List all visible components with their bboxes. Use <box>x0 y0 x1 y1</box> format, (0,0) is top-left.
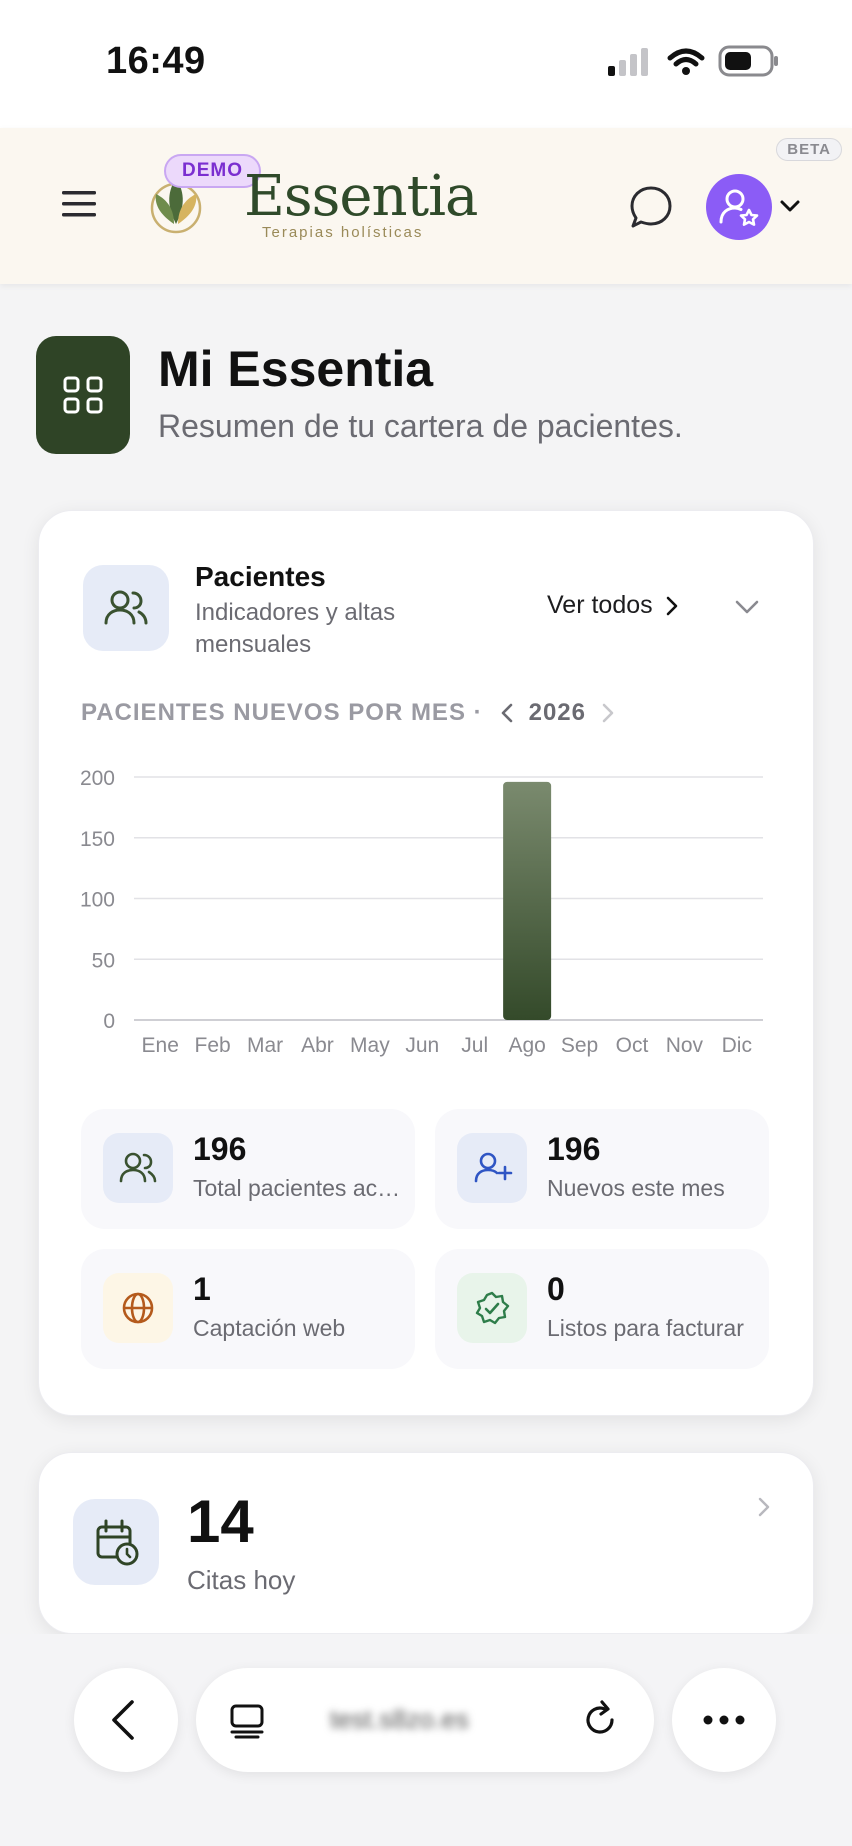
user-star-icon <box>719 189 759 226</box>
avatar[interactable] <box>706 174 772 240</box>
user-plus-icon <box>457 1133 527 1203</box>
calendar-clock-icon <box>73 1499 159 1585</box>
view-all-link[interactable]: Ver todos <box>547 591 681 620</box>
x-tick-label: May <box>350 1034 390 1057</box>
stat-web-leads[interactable]: 1 Captación web <box>81 1249 415 1369</box>
y-tick-label: 50 <box>92 949 115 972</box>
brand-name: Essentia <box>244 164 478 229</box>
y-tick-label: 100 <box>80 889 115 912</box>
stat-label: Total pacientes activos <box>193 1175 405 1201</box>
stat-new-this-month[interactable]: 196 Nuevos este mes <box>435 1109 769 1229</box>
x-tick-label: Sep <box>561 1034 598 1057</box>
x-tick-label: Dic <box>722 1034 752 1057</box>
patients-per-month-chart: 0 50 100 150 200 Ene Feb Mar Abr May Jun Jul Ago Sep… <box>80 767 763 1057</box>
x-tick-label: Oct <box>616 1034 649 1057</box>
x-tick-label: Abr <box>301 1034 334 1057</box>
appointments-label: Citas hoy <box>187 1565 296 1595</box>
users-icon <box>83 565 169 651</box>
wifi-icon <box>666 46 706 78</box>
appointments-count: 14 <box>187 1488 254 1555</box>
chart-year: 2026 <box>528 699 586 726</box>
more-dots-icon <box>703 1715 745 1725</box>
users-icon <box>103 1133 173 1203</box>
page-title: Mi Essentia <box>158 341 434 397</box>
collapse-button[interactable] <box>729 591 765 623</box>
stat-value: 196 <box>193 1131 247 1167</box>
status-bar: 16:49 <box>0 0 852 128</box>
patients-card: Pacientes Indicadores y altas mensuales … <box>38 510 814 1416</box>
stat-value: 196 <box>547 1131 601 1167</box>
x-tick-label: Mar <box>247 1034 283 1057</box>
stat-label: Captación web <box>193 1315 346 1341</box>
y-tick-label: 200 <box>80 767 115 790</box>
beta-badge: BETA <box>776 138 842 161</box>
y-tick-label: 150 <box>80 828 115 851</box>
stat-label: Listos para facturar <box>547 1315 744 1341</box>
menu-icon[interactable] <box>60 188 98 220</box>
stat-total-patients[interactable]: 196 Total pacientes activos <box>81 1109 415 1229</box>
chevron-down-icon <box>735 600 759 614</box>
app-header: BETA DEMO Essentia Terapias holísticas <box>0 128 852 284</box>
chevron-right-icon <box>666 596 677 615</box>
url-text: test.s8zo.es <box>330 1704 469 1734</box>
chat-icon[interactable] <box>628 184 674 230</box>
x-tick-label: Jun <box>405 1034 439 1057</box>
next-year-button[interactable] <box>600 702 616 724</box>
chevron-left-icon <box>112 1700 134 1740</box>
stat-value: 0 <box>547 1271 565 1307</box>
page-subtitle: Resumen de tu cartera de pacientes. <box>158 408 683 444</box>
chevron-right-icon <box>755 1495 773 1519</box>
chevron-right-icon <box>602 703 614 723</box>
address-bar[interactable] <box>196 1668 654 1772</box>
chevron-left-icon <box>501 703 512 723</box>
x-tick-label: Ene <box>142 1034 179 1057</box>
x-tick-label: Ago <box>508 1034 545 1057</box>
stat-label: Nuevos este mes <box>547 1175 725 1201</box>
chart-heading: PACIENTES NUEVOS POR MES · <box>81 699 483 726</box>
dashboard-icon <box>36 336 130 454</box>
appointments-card[interactable]: 14 Citas hoy <box>38 1452 814 1634</box>
bar-ago[interactable] <box>503 781 552 1020</box>
globe-icon <box>103 1273 173 1343</box>
section-title: Pacientes <box>195 561 326 592</box>
battery-icon <box>718 44 780 78</box>
status-time: 16:49 <box>106 40 206 82</box>
section-subtitle: Indicadores y altas mensuales <box>195 599 396 658</box>
view-all-label: Ver todos <box>547 591 653 619</box>
y-tick-label: 0 <box>103 1010 115 1033</box>
x-tick-label: Nov <box>666 1034 704 1057</box>
previous-year-button[interactable] <box>499 702 515 724</box>
tabs-icon[interactable] <box>228 1702 268 1740</box>
more-button[interactable] <box>672 1668 776 1772</box>
brand-tagline: Terapias holísticas <box>262 224 424 241</box>
chart-header: PACIENTES NUEVOS POR MES · 2026 <box>81 699 616 727</box>
chevron-down-icon[interactable] <box>778 194 802 218</box>
back-button[interactable] <box>74 1668 178 1772</box>
x-tick-label: Feb <box>195 1034 231 1057</box>
badge-check-icon <box>457 1273 527 1343</box>
demo-badge: DEMO <box>164 154 261 188</box>
signal-icon <box>608 46 652 78</box>
x-tick-label: Jul <box>461 1034 488 1057</box>
stat-value: 1 <box>193 1271 211 1307</box>
reload-icon[interactable] <box>578 1698 622 1742</box>
stat-ready-to-invoice[interactable]: 0 Listos para facturar <box>435 1249 769 1369</box>
